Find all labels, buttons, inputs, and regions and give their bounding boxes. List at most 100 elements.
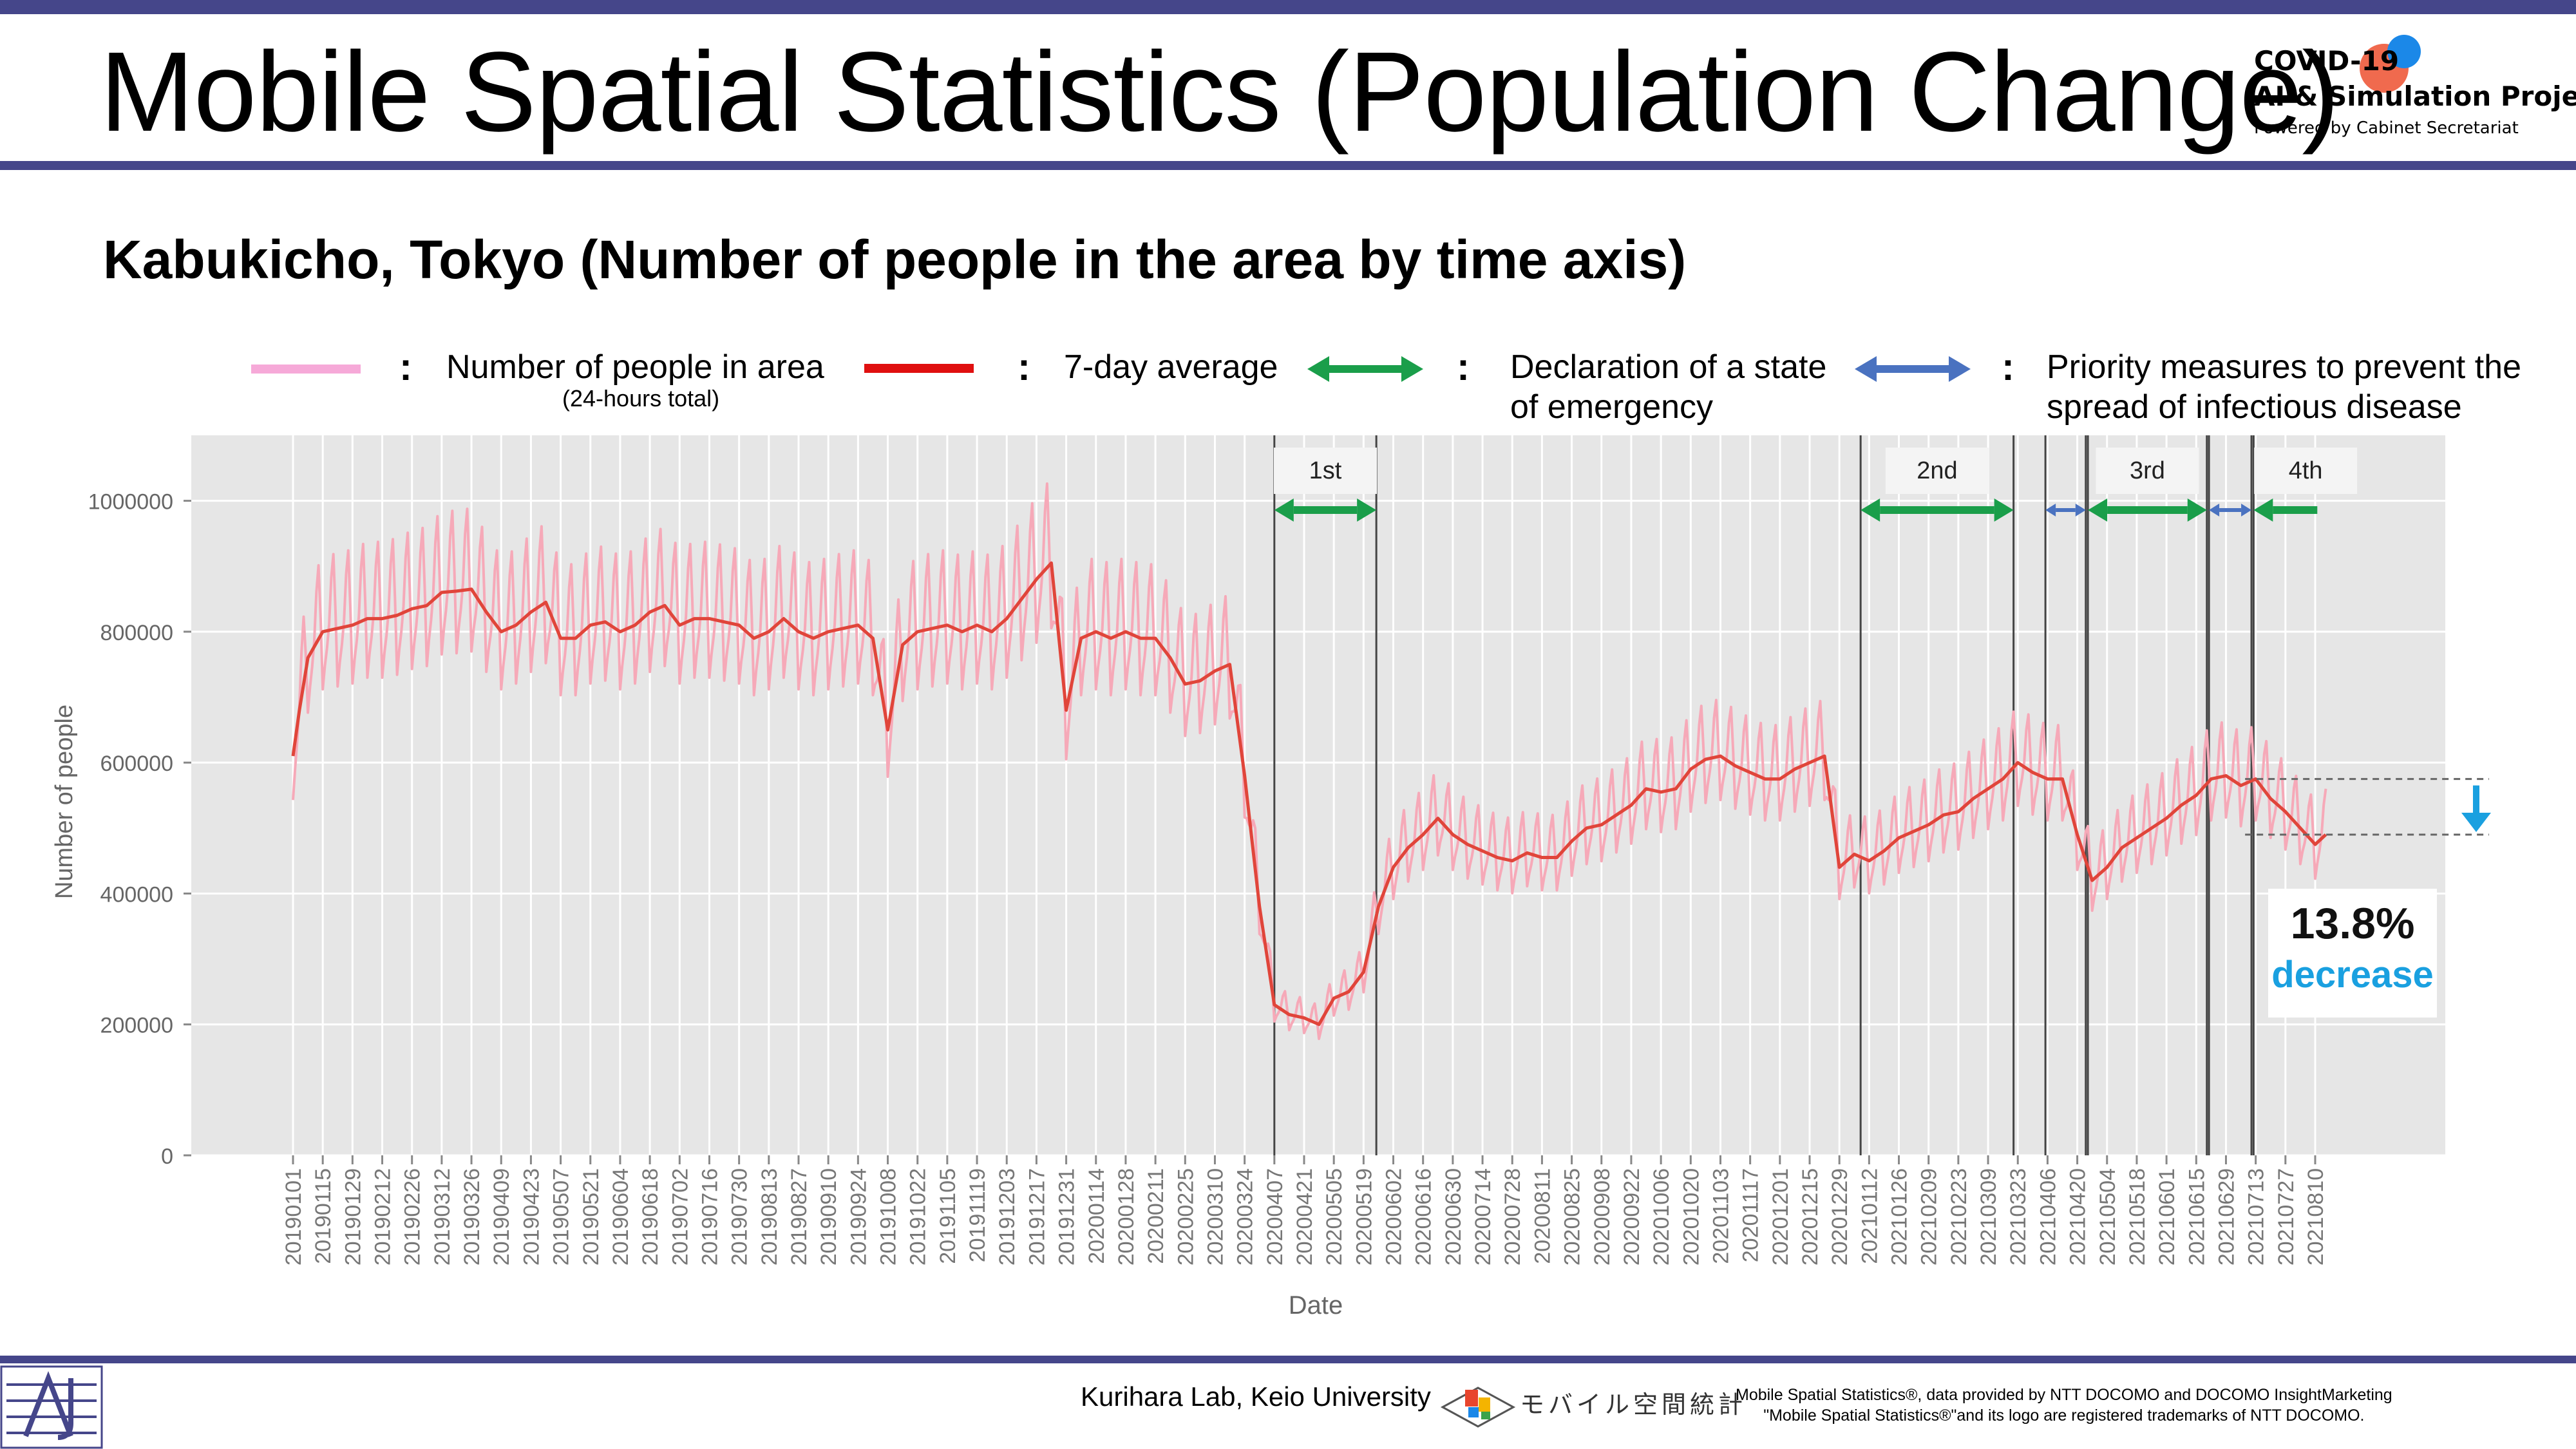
annotation-value: 13.8% (2291, 899, 2415, 948)
x-tick-label: 20190115 (311, 1168, 336, 1264)
event-arrowhead (2075, 504, 2086, 516)
logo-dots-icon (2360, 35, 2421, 93)
x-tick-label: 20200505 (1322, 1168, 1347, 1265)
event-arrowhead (1994, 498, 2014, 522)
event-arrowhead (2209, 504, 2220, 516)
x-tick-label: 20201201 (1768, 1168, 1793, 1265)
event-arrowhead (2088, 498, 2108, 522)
footer-note-line1: Mobile Spatial Statistics®, data provide… (1736, 1386, 2392, 1404)
x-tick-label: 20191008 (876, 1168, 901, 1265)
event-label: 4th (2289, 457, 2323, 484)
x-tick-label: 20200407 (1263, 1168, 1287, 1265)
legend-daily-label: Number of people in area (446, 348, 824, 386)
x-tick-label: 20210406 (2036, 1168, 2060, 1265)
legend-avg-swatch (864, 364, 974, 373)
event-label: 2nd (1917, 457, 1957, 484)
x-tick-label: 20210615 (2184, 1168, 2209, 1265)
x-tick-label: 20200714 (1471, 1168, 1495, 1265)
x-tick-label: 20191119 (965, 1168, 990, 1262)
legend-priority-label-2: spread of infectious disease (2047, 388, 2462, 426)
legend-colon: : (2002, 345, 2014, 388)
x-tick-label: 20190604 (609, 1168, 633, 1265)
x-tick-label: 20200421 (1293, 1168, 1317, 1265)
x-tick-label: 20190101 (281, 1168, 306, 1265)
x-tick-label: 20190312 (430, 1168, 455, 1265)
legend-avg-label: 7-day average (1064, 348, 1278, 386)
x-tick-label: 20210727 (2274, 1168, 2298, 1265)
event-arrowhead (1861, 498, 1880, 522)
page-title: Mobile Spatial Statistics (Population Ch… (100, 29, 2340, 155)
x-tick-label: 20201215 (1798, 1168, 1823, 1265)
x-tick-label: 20190226 (401, 1168, 425, 1265)
x-tick-label: 20190507 (549, 1168, 574, 1265)
event-label: 3rd (2130, 457, 2165, 484)
footer-note-line2: "Mobile Spatial Statistics®"and its logo… (1763, 1406, 2365, 1425)
y-axis-label: Number of people (51, 705, 78, 899)
x-tick-label: 20210112 (1857, 1168, 1882, 1264)
y-tick-label: 600000 (100, 752, 173, 776)
x-tick-label: 20190212 (371, 1168, 395, 1265)
x-tick-label: 20201229 (1828, 1168, 1852, 1265)
logo-line1: COVID-19 (2254, 45, 2400, 77)
x-tick-label: 20190409 (489, 1168, 514, 1265)
x-tick-label: 20210126 (1888, 1168, 1912, 1265)
x-tick-label: 20210504 (2096, 1168, 2120, 1265)
legend-daily-sub: (24-hours total) (562, 385, 720, 412)
x-tick-label: 20210420 (2066, 1168, 2090, 1265)
lab-logo-icon (0, 1365, 103, 1449)
x-tick-label: 20200602 (1382, 1168, 1406, 1265)
x-tick-label: 20200211 (1144, 1168, 1168, 1264)
x-tick-label: 20191231 (1055, 1168, 1079, 1265)
y-tick-label: 200000 (100, 1014, 173, 1038)
x-tick-label: 20210209 (1917, 1168, 1942, 1265)
event-arrowhead (2241, 504, 2252, 516)
footer-credit: Kurihara Lab, Keio University (1081, 1381, 1431, 1412)
legend-colon: : (399, 345, 412, 388)
x-tick-label: 20210810 (2304, 1168, 2328, 1265)
x-tick-label: 20190730 (728, 1168, 752, 1265)
x-tick-label: 20200908 (1590, 1168, 1615, 1265)
logo-line3: Powered by Cabinet Secretariat (2254, 118, 2519, 138)
x-tick-label: 20200225 (1173, 1168, 1198, 1265)
x-tick-label: 20190326 (460, 1168, 484, 1265)
x-tick-label: 20201117 (1739, 1168, 1763, 1262)
x-tick-label: 20200811 (1530, 1168, 1555, 1264)
x-tick-label: 20190827 (787, 1168, 811, 1265)
legend-daily-swatch (251, 365, 361, 374)
x-tick-label: 20200114 (1084, 1168, 1109, 1264)
footer-bar (0, 1356, 2576, 1363)
x-tick-label: 20201006 (1649, 1168, 1674, 1265)
x-tick-label: 20210629 (2214, 1168, 2239, 1265)
x-tick-label: 20210223 (1947, 1168, 1971, 1265)
legend-emergency-arrow-icon (1307, 356, 1423, 382)
x-tick-label: 20200630 (1441, 1168, 1466, 1265)
x-tick-label: 20200324 (1233, 1168, 1258, 1265)
x-tick-label: 20200616 (1412, 1168, 1436, 1265)
event-arrowhead (1274, 498, 1294, 522)
legend-colon: : (1018, 345, 1030, 388)
event-arrowhead (2253, 498, 2273, 522)
x-tick-label: 20210309 (1976, 1168, 2001, 1265)
x-tick-label: 20190716 (697, 1168, 722, 1265)
legend-emergency-label-2: of emergency (1510, 388, 1714, 426)
mobile-statistics-logo-text: モバイル空間統計 (1520, 1390, 1747, 1419)
legend-priority-label-1: Priority measures to prevent the (2047, 348, 2521, 386)
x-tick-label: 20191022 (906, 1168, 931, 1265)
x-tick-label: 20210601 (2155, 1168, 2179, 1265)
x-tick-label: 20200728 (1501, 1168, 1525, 1265)
event-label: 1st (1309, 457, 1342, 484)
project-logo: COVID-19 AI & Simulation Project Powered… (2248, 26, 2576, 148)
x-tick-label: 20210323 (2006, 1168, 2031, 1265)
event-arrowhead (2187, 498, 2207, 522)
x-tick-label: 20190910 (817, 1168, 841, 1265)
x-tick-label: 20200310 (1203, 1168, 1227, 1265)
legend-emergency-label-1: Declaration of a state (1510, 348, 1827, 386)
x-tick-label: 20190618 (638, 1168, 663, 1265)
event-arrowhead (2045, 504, 2056, 516)
decrease-arrowhead (2461, 812, 2491, 832)
x-tick-label: 20191217 (1025, 1168, 1049, 1265)
legend-colon: : (1457, 345, 1470, 388)
x-tick-label: 20190129 (341, 1168, 365, 1265)
event-arrowhead (1357, 498, 1377, 522)
